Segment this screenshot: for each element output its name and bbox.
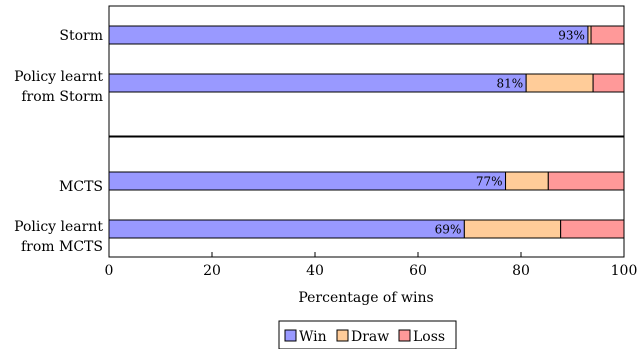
top-panel-frame: [108, 5, 625, 137]
bars-layer: 93% 81% 77% 69%: [108, 25, 625, 239]
legend-label-draw: Draw: [351, 329, 389, 345]
bar-loss-3: [547, 171, 625, 191]
legend-label-loss: Loss: [413, 329, 445, 345]
bottom-panel-frame: [108, 136, 625, 258]
x-axis-ticks: 0 20 40 60 80 100: [105, 252, 637, 279]
bar-draw-3: [505, 171, 549, 191]
legend-box: [278, 320, 457, 349]
x-tick-label: 0: [105, 263, 114, 279]
category-label: Storm: [59, 28, 103, 44]
data-label-4: 69%: [435, 223, 462, 237]
x-axis-title: Percentage of wins: [298, 290, 433, 306]
legend-items: Win Draw Loss: [284, 329, 445, 345]
legend-swatch-loss: [398, 329, 411, 342]
legend-swatch-draw: [336, 329, 349, 342]
bar-win-3: [108, 171, 507, 191]
category-label: Policy learnt: [14, 219, 103, 235]
bar-draw-2: [525, 73, 594, 93]
bar-win-1: [108, 25, 589, 45]
legend-label-win: Win: [299, 329, 327, 345]
x-tick-label: 60: [409, 263, 427, 279]
bar-draw-4: [463, 219, 562, 239]
bar-loss-1: [590, 25, 625, 45]
bar-win-4: [108, 219, 465, 239]
category-labels: Storm Policy learnt from Storm MCTS Policy l…: [14, 28, 103, 255]
legend-swatch-win: [284, 329, 297, 342]
x-tick-label: 80: [512, 263, 530, 279]
x-tick-label: 100: [611, 263, 637, 279]
bar-loss-4: [560, 219, 625, 239]
bar-loss-2: [592, 73, 625, 93]
bar-win-2: [108, 73, 527, 93]
data-label-2: 81%: [496, 77, 523, 91]
category-label: Policy learnt: [14, 69, 103, 85]
x-tick-label: 20: [203, 263, 221, 279]
data-label-1: 93%: [558, 29, 585, 43]
data-label-3: 77%: [476, 175, 503, 189]
legend: Win Draw Loss: [278, 320, 457, 349]
category-label: from MCTS: [21, 239, 103, 255]
category-label: MCTS: [59, 179, 103, 195]
category-label: from Storm: [21, 89, 103, 105]
x-tick-label: 40: [306, 263, 324, 279]
